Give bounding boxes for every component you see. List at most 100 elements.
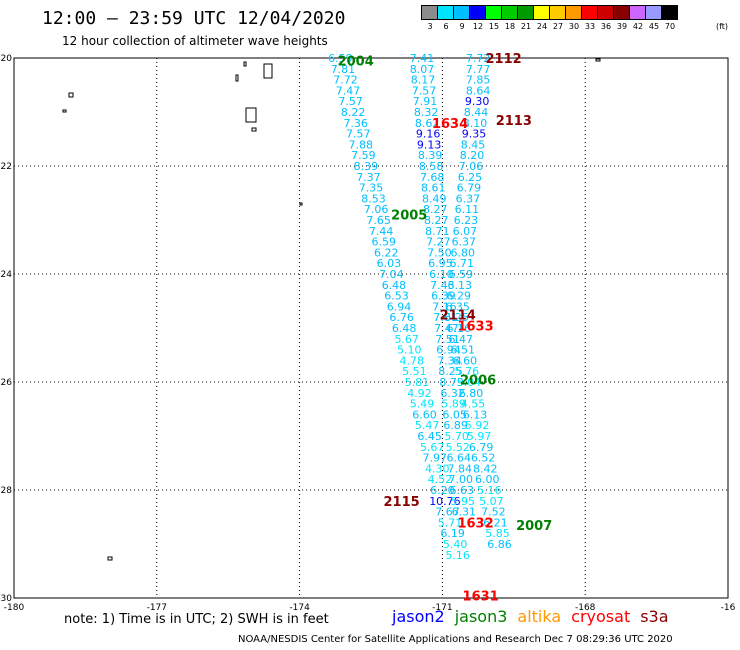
x-tick-label: -180: [4, 603, 25, 613]
x-tick-label: -174: [289, 603, 310, 613]
swh-value-label: 7.59: [351, 149, 376, 162]
swh-value-label: 5.95: [451, 495, 476, 508]
swh-value-label: 7.47: [336, 84, 361, 97]
swh-value-label: 6.47: [449, 333, 474, 346]
swh-value-label: 5.92: [465, 419, 490, 432]
swh-value-label: 6.79: [469, 441, 494, 454]
swh-value-label: 6.11: [455, 203, 480, 216]
swh-value-label: 8.62: [415, 117, 440, 130]
island-outline: [68, 92, 74, 98]
swh-value-label: 6.59: [372, 236, 397, 249]
swh-value-label: 5.76: [455, 365, 480, 378]
swh-value-label: 7.44: [369, 225, 394, 238]
pass-time-label: 1632: [457, 516, 493, 531]
swh-value-label: 7.84: [447, 462, 472, 475]
swh-value-label: 7.72: [333, 74, 358, 87]
colorbar-tick-label: 24: [536, 22, 548, 31]
swh-value-label: 4.52: [428, 473, 453, 486]
credit-line: NOAA/NESDIS Center for Satellite Applica…: [238, 634, 673, 645]
swh-value-label: 8.27: [423, 203, 448, 216]
colorbar-swatch: [661, 5, 678, 20]
swh-value-label: 9.13: [417, 138, 442, 151]
plot-frame: [13, 57, 729, 599]
y-tick-label: -20: [0, 54, 12, 64]
x-tick-label: -171: [432, 603, 452, 613]
x-tick-label: -177: [147, 603, 167, 613]
swh-value-label: 4.30: [425, 462, 450, 475]
swh-value-label: 6.80: [459, 387, 484, 400]
swh-value-label: 5.04: [457, 376, 482, 389]
colorbar-tick-label: 12: [472, 22, 484, 31]
pass-time-label: 1634: [432, 117, 468, 132]
swh-value-label: 6.05: [442, 408, 467, 421]
colorbar-swatch: [437, 5, 454, 20]
swh-value-label: 7.50: [427, 246, 452, 259]
swh-value-label: 6.63: [450, 484, 475, 497]
swh-value-label: 6.48: [382, 279, 407, 292]
swh-value-label: 6.86: [487, 538, 512, 551]
swh-value-label: 5.10: [397, 344, 422, 357]
mission-legend-item: altika: [517, 607, 562, 626]
colorbar-tick-label: 42: [632, 22, 644, 31]
swh-value-label: 8.20: [460, 149, 485, 162]
swh-value-label: 8.27: [424, 214, 449, 227]
swh-value-label: 6.80: [451, 246, 476, 259]
swh-value-label: 6.32: [440, 387, 465, 400]
swh-value-label: 6.20: [430, 484, 455, 497]
colorbar-swatch: [501, 5, 518, 20]
swh-value-label: 7.06: [364, 203, 389, 216]
colorbar-swatch: [453, 5, 470, 20]
swh-value-label: 6.16: [446, 322, 471, 335]
island-outline: [235, 74, 239, 82]
swh-value-label: 7.57: [338, 95, 363, 108]
pass-time-label: 2114: [440, 309, 476, 324]
colorbar-swatch: [629, 5, 646, 20]
colorbar-tick-label: 27: [552, 22, 564, 31]
swh-value-label: 7.88: [349, 138, 374, 151]
swh-value-label: 7.41: [410, 52, 435, 65]
swh-value-label: 6.10: [429, 268, 454, 281]
swh-value-label: 5.85: [485, 527, 510, 540]
swh-value-label: 7.77: [466, 63, 491, 76]
swh-value-label: 6.00: [475, 473, 500, 486]
swh-value-label: 8.25: [438, 365, 463, 378]
swh-value-label: 5.49: [410, 398, 435, 411]
swh-value-label: 6.37: [452, 236, 477, 249]
colorbar-tick-label: 70: [664, 22, 676, 31]
colorbar-tick-label: 36: [600, 22, 612, 31]
y-tick-label: -22: [0, 162, 12, 172]
mission-legend-item: cryosat: [571, 607, 631, 626]
swh-value-label: 6.64: [446, 452, 471, 465]
swh-value-label: 6.31: [452, 506, 477, 519]
swh-value-label: 7.27: [426, 236, 451, 249]
island-outline: [251, 127, 257, 132]
swh-value-label: 8.17: [411, 74, 436, 87]
swh-value-label: 6.59: [449, 268, 474, 281]
pass-time-label: 2113: [496, 114, 532, 129]
swh-value-label: 4.55: [461, 398, 486, 411]
swh-value-label: 6.51: [451, 344, 476, 357]
swh-value-label: 6.13: [447, 279, 472, 292]
pass-time-label: 1633: [457, 319, 493, 334]
colorbar-swatch: [565, 5, 582, 20]
swh-value-label: 6.94: [436, 344, 461, 357]
island-outline: [62, 109, 67, 113]
swh-value-label: 8.45: [461, 138, 486, 151]
colorbar-tick-label: 39: [616, 22, 628, 31]
swh-value-label: 6.48: [392, 322, 417, 335]
swh-value-label: 8.42: [473, 462, 498, 475]
swh-value-label: 5.70: [444, 430, 469, 443]
y-tick-label: -24: [0, 270, 12, 280]
swh-value-label: 6.52: [471, 452, 496, 465]
mission-legend-item: jason3: [454, 607, 508, 626]
pass-time-label: 2007: [516, 519, 552, 534]
chart-subtitle: 12 hour collection of altimeter wave hei…: [62, 34, 328, 48]
pass-time-label: 2006: [460, 373, 496, 388]
colorbar-unit: (ft): [716, 22, 729, 31]
swh-value-label: 8.39: [418, 149, 443, 162]
pass-time-label: 2112: [486, 52, 522, 67]
island-outline: [245, 107, 257, 123]
mission-legend-item: jason2: [392, 607, 445, 626]
swh-value-label: 6.89: [443, 419, 468, 432]
